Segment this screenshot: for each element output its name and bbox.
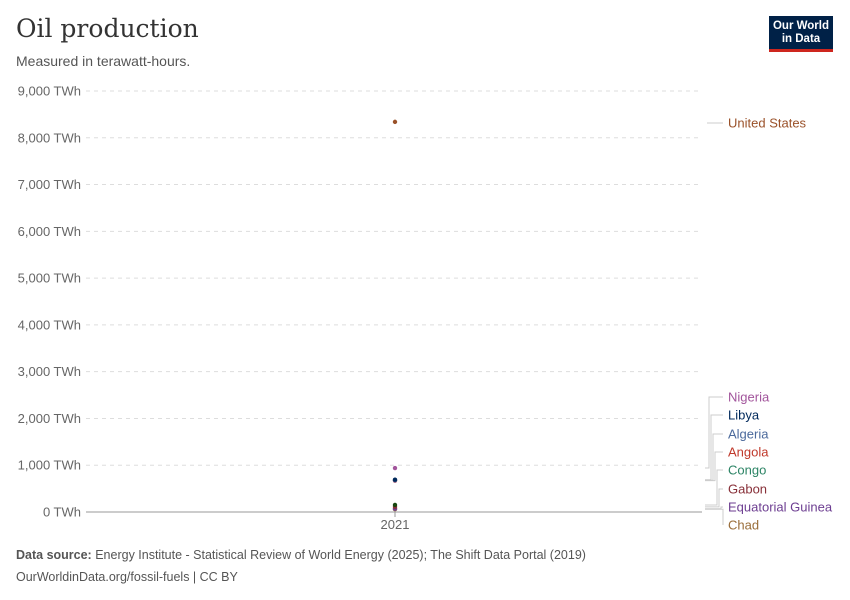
owid-logo[interactable]: Our World in Data: [769, 16, 833, 52]
y-tick-label: 7,000 TWh: [18, 177, 81, 192]
label-connector: [705, 488, 723, 508]
series-label: Equatorial Guinea: [728, 500, 833, 515]
source-label: Data source:: [16, 548, 92, 562]
chart-title: Oil production: [16, 14, 199, 43]
y-tick-label: 3,000 TWh: [18, 364, 81, 379]
data-point-libya: [392, 477, 398, 482]
y-tick-label: 1,000 TWh: [18, 458, 81, 473]
label-connector: [705, 469, 723, 506]
x-tick-label: 2021: [381, 517, 410, 532]
y-tick-label: 4,000 TWh: [18, 317, 81, 332]
footer-url[interactable]: OurWorldinData.org/fossil-fuels | CC BY: [16, 570, 238, 584]
series-label: United States: [728, 116, 807, 131]
y-tick-label: 5,000 TWh: [18, 271, 81, 286]
series-label: Angola: [728, 445, 769, 460]
y-tick-label: 6,000 TWh: [18, 224, 81, 239]
label-connector: [705, 508, 724, 525]
series-label: Nigeria: [728, 390, 770, 405]
y-tick-label: 8,000 TWh: [18, 130, 81, 145]
label-connector: [705, 396, 723, 469]
data-point-nigeria: [392, 465, 398, 471]
source-text: Energy Institute - Statistical Review of…: [91, 548, 586, 562]
label-connector: [705, 451, 723, 482]
data-point-congo: [392, 502, 398, 508]
y-tick-label: 2,000 TWh: [18, 411, 81, 426]
series-label: Libya: [728, 408, 760, 423]
series-label: Chad: [728, 518, 759, 533]
label-connector: [705, 433, 723, 481]
y-tick-label: 9,000 TWh: [18, 84, 81, 99]
y-tick-label: 0 TWh: [43, 505, 81, 520]
data-point-united-states: [392, 119, 398, 125]
chart-subtitle: Measured in terawatt-hours.: [16, 53, 191, 69]
data-source: Data source: Energy Institute - Statisti…: [16, 548, 586, 562]
series-label: Congo: [728, 463, 766, 478]
series-label: Gabon: [728, 482, 767, 497]
series-label: Algeria: [728, 427, 769, 442]
